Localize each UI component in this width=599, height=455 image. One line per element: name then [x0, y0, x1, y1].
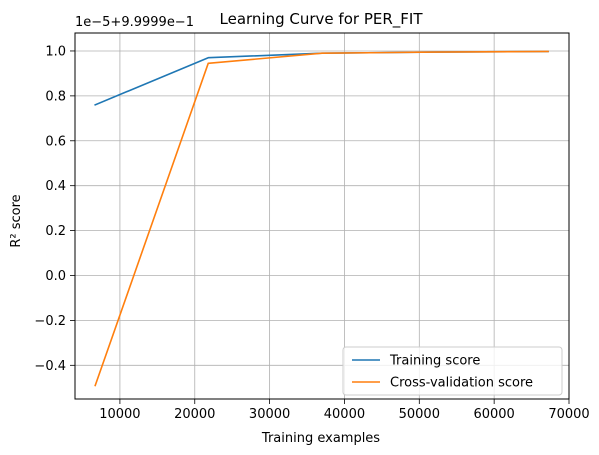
- legend-label-1: Cross-validation score: [390, 376, 533, 391]
- x-tick-label: 60000: [473, 407, 514, 422]
- chart-title: Learning Curve for PER_FIT: [220, 10, 424, 29]
- y-tick-label: 1.0: [45, 44, 66, 59]
- y-axis-label: R² score: [9, 194, 24, 247]
- plot-frame: [74, 32, 570, 400]
- y-tick-label: 0.4: [45, 179, 66, 194]
- legend-label-0: Training score: [389, 354, 480, 369]
- y-tick-label: −0.4: [34, 359, 66, 374]
- x-axis-label: Training examples: [261, 431, 380, 446]
- y-tick-label: 0.8: [45, 89, 66, 104]
- y-tick-label: 0.2: [45, 224, 66, 239]
- series-line-1: [94, 50, 549, 387]
- y-tick-label: 0.6: [45, 134, 66, 149]
- axes-layer: [74, 32, 570, 400]
- x-tick-label: 30000: [249, 407, 290, 422]
- x-tick-label: 70000: [548, 407, 589, 422]
- x-axis-ticks: 10000 20000 30000 40000 50000 60000 70000: [99, 399, 590, 422]
- y-offset-text: 1e−5+9.9999e−1: [75, 15, 194, 30]
- x-tick-label: 50000: [399, 407, 440, 422]
- grid-layer: [75, 33, 570, 399]
- y-tick-label: −0.2: [34, 314, 66, 329]
- legend-box: [342, 346, 563, 396]
- x-tick-label: 10000: [99, 407, 140, 422]
- series-layer: [94, 50, 549, 387]
- x-tick-label: 20000: [174, 407, 215, 422]
- x-tick-label: 40000: [324, 407, 365, 422]
- y-axis-ticks: −0.4 −0.2 0.0 0.2 0.4 0.6 0.8 1.0: [34, 44, 75, 374]
- legend: Training score Cross-validation score: [342, 346, 563, 396]
- y-tick-label: 0.0: [45, 269, 66, 284]
